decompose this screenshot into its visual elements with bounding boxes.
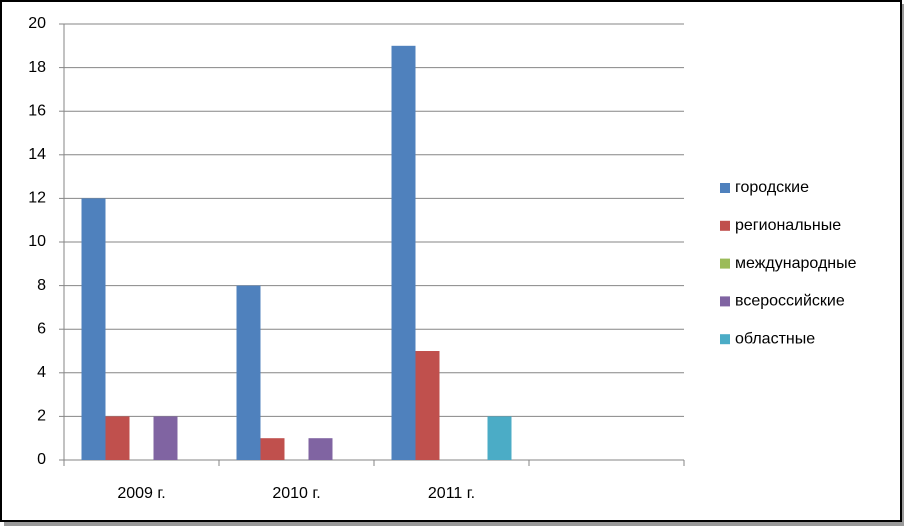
y-tick-label: 18 xyxy=(28,59,46,76)
bar xyxy=(105,416,130,460)
bar xyxy=(415,351,440,460)
bar xyxy=(153,416,178,460)
bar xyxy=(236,285,261,460)
legend-label: городские xyxy=(735,179,809,196)
legend-swatch xyxy=(720,334,730,345)
y-tick-label: 8 xyxy=(37,277,46,294)
bar xyxy=(308,438,333,460)
x-tick-label: 2011 г. xyxy=(428,485,475,502)
y-tick-label: 12 xyxy=(28,190,46,207)
y-tick-label: 14 xyxy=(28,146,46,163)
legend-label: международные xyxy=(735,255,857,272)
y-tick-label: 2 xyxy=(37,408,46,425)
bar xyxy=(81,198,106,460)
legend-label: областные xyxy=(735,330,815,347)
bar xyxy=(391,45,416,461)
legend-swatch xyxy=(720,220,730,231)
y-tick-label: 20 xyxy=(28,15,46,32)
legend-swatch xyxy=(720,296,730,307)
legend-swatch xyxy=(720,258,730,269)
y-tick-label: 0 xyxy=(37,451,46,468)
y-tick-label: 16 xyxy=(28,102,46,119)
legend-label: всероссийские xyxy=(735,293,845,310)
y-tick-label: 4 xyxy=(37,364,46,381)
x-tick-label: 2010 г. xyxy=(272,485,320,502)
x-tick-label: 2009 г. xyxy=(117,485,165,502)
y-tick-label: 10 xyxy=(28,233,46,250)
legend-swatch xyxy=(720,183,730,193)
bar xyxy=(260,438,285,460)
legend-label: региональные xyxy=(735,217,841,234)
y-tick-label: 6 xyxy=(37,320,46,337)
bar xyxy=(487,416,512,460)
